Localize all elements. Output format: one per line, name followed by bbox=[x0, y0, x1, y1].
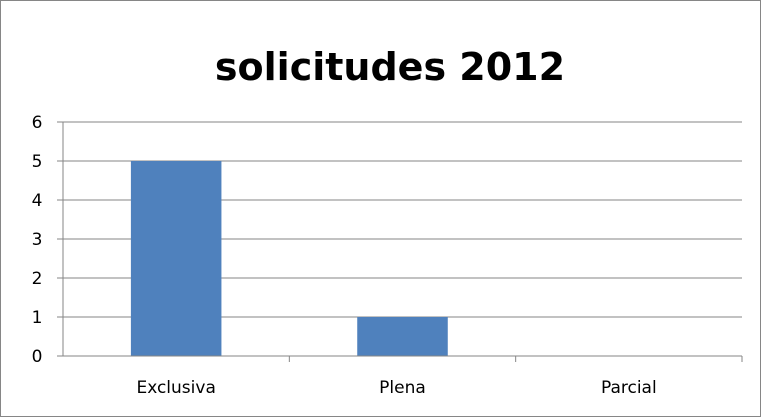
chart-title: solicitudes 2012 bbox=[215, 45, 565, 89]
axes bbox=[57, 121, 743, 362]
y-tick-label: 3 bbox=[32, 230, 43, 250]
y-tick-label: 0 bbox=[32, 347, 43, 367]
x-tick-label: Parcial bbox=[601, 378, 657, 398]
x-tick-labels: Exclusiva Plena Parcial bbox=[136, 378, 656, 398]
x-tick-label: Plena bbox=[379, 378, 426, 398]
y-tick-label: 4 bbox=[32, 191, 43, 211]
bar-plena bbox=[357, 317, 448, 356]
y-tick-label: 2 bbox=[32, 269, 43, 289]
y-tick-label: 5 bbox=[32, 152, 43, 172]
y-tick-labels: 0 1 2 3 4 5 6 bbox=[32, 113, 43, 367]
bar-exclusiva bbox=[130, 161, 222, 356]
y-tick-label: 6 bbox=[32, 113, 43, 133]
x-tick-label: Exclusiva bbox=[136, 378, 215, 398]
y-tick-label: 1 bbox=[32, 308, 43, 328]
bars bbox=[130, 161, 448, 356]
